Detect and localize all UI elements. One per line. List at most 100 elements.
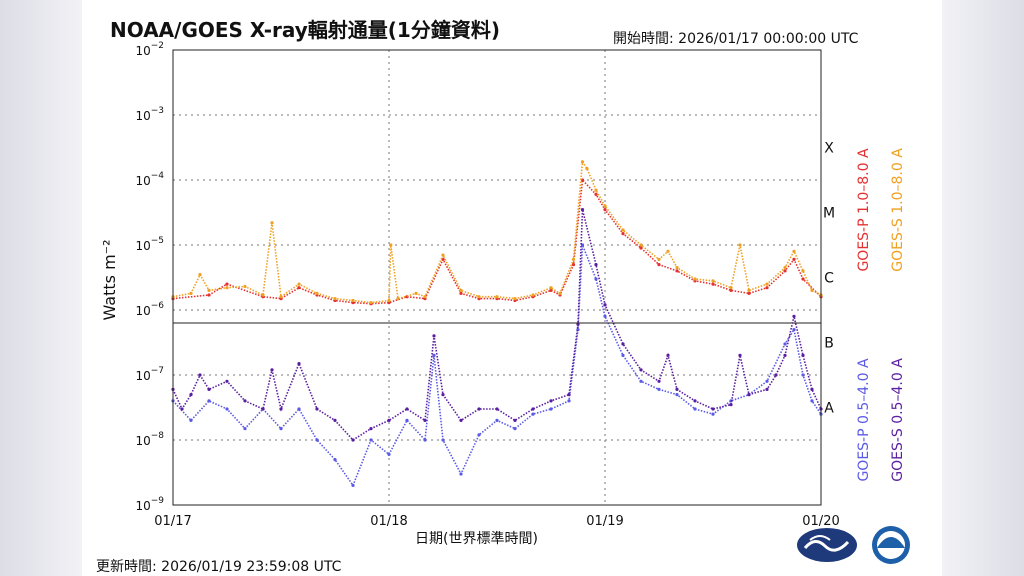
- data-point: [531, 407, 535, 411]
- data-point: [531, 412, 535, 416]
- data-point: [571, 257, 576, 261]
- data-point: [693, 399, 697, 403]
- data-point: [657, 263, 661, 267]
- data-point: [459, 472, 463, 476]
- data-point: [297, 362, 301, 366]
- updated-time-value: 2026/01/19 23:59:08 UTC: [161, 559, 342, 575]
- data-point: [549, 407, 553, 411]
- data-point: [459, 418, 463, 422]
- data-point: [297, 407, 301, 411]
- data-point: [369, 427, 373, 431]
- data-point: [459, 291, 463, 295]
- y-tick-label: 10−7: [135, 366, 164, 383]
- data-point: [207, 288, 211, 292]
- data-point: [783, 269, 787, 273]
- data-point: [594, 188, 598, 192]
- data-point: [657, 257, 661, 261]
- data-point: [333, 297, 337, 301]
- data-point: [810, 399, 814, 403]
- data-point: [369, 438, 373, 442]
- data-point: [243, 284, 247, 289]
- data-point: [783, 342, 787, 346]
- data-point: [639, 379, 643, 383]
- y-tick-label: 10−8: [135, 431, 164, 448]
- data-point: [603, 208, 607, 212]
- data-point: [333, 418, 337, 422]
- cwa-logo: [797, 528, 857, 562]
- data-point: [765, 387, 769, 391]
- data-point: [571, 263, 576, 267]
- data-point: [729, 288, 733, 292]
- data-point: [693, 407, 697, 411]
- data-point: [387, 452, 391, 456]
- data-point: [603, 314, 607, 318]
- flare-class-label: C: [824, 271, 834, 287]
- data-point: [549, 399, 553, 403]
- x-tick-label: 01/17: [154, 514, 191, 529]
- data-point: [189, 393, 193, 397]
- legend-entry: GOES-S 0.5–4.0 A: [890, 358, 906, 482]
- data-point: [765, 282, 769, 286]
- data-point: [198, 273, 202, 277]
- data-point: [261, 293, 265, 297]
- data-point: [801, 373, 805, 377]
- x-tick-label: 01/19: [586, 514, 623, 529]
- data-point: [585, 167, 589, 171]
- data-point: [315, 438, 319, 442]
- series: [171, 178, 823, 306]
- y-tick-label: 10−6: [135, 301, 164, 318]
- data-point: [711, 279, 715, 283]
- series: [171, 159, 823, 305]
- data-point: [657, 379, 661, 383]
- data-point: [558, 291, 562, 295]
- legend-entry: GOES-P 1.0–8.0 A: [856, 148, 872, 272]
- data-point: [792, 249, 796, 253]
- data-point: [279, 295, 283, 299]
- data-point: [225, 407, 229, 411]
- data-point: [675, 393, 679, 397]
- data-point: [513, 427, 517, 431]
- data-point: [225, 286, 229, 290]
- data-point: [783, 353, 787, 357]
- chart-title: NOAA/GOES X-ray輻射通量(1分鐘資料): [110, 18, 500, 42]
- data-point: [621, 232, 625, 236]
- data-point: [297, 286, 301, 290]
- y-axis-ticks: 10−9 10−8 10−7 10−6 10−5 10−4 10−3 10−2: [135, 41, 164, 513]
- data-point: [189, 291, 193, 295]
- data-point: [567, 393, 571, 397]
- data-point: [774, 373, 778, 377]
- noaa-logo: [872, 526, 910, 564]
- data-point: [423, 295, 427, 299]
- data-point: [792, 257, 796, 261]
- y-tick-label: 10−3: [135, 106, 164, 123]
- updated-time: 更新時間: 2026/01/19 23:59:08 UTC: [96, 556, 341, 576]
- data-point: [639, 246, 643, 250]
- data-point: [747, 393, 751, 397]
- data-point: [441, 253, 445, 257]
- data-point: [369, 301, 373, 305]
- data-point: [729, 403, 733, 407]
- data-point: [639, 243, 643, 247]
- data-point: [261, 407, 265, 411]
- series-line: [172, 159, 822, 304]
- data-point: [567, 399, 571, 403]
- y-tick-label: 10−2: [135, 41, 164, 58]
- flare-class-label: B: [824, 336, 834, 352]
- data-point: [351, 483, 355, 487]
- data-point: [621, 342, 625, 346]
- series-line: [172, 178, 822, 305]
- legend-entry: GOES-P 0.5–4.0 A: [856, 358, 872, 482]
- background-right: [942, 0, 1024, 576]
- data-point: [675, 269, 679, 273]
- data-point: [351, 438, 355, 442]
- y-tick-label: 10−4: [135, 171, 164, 188]
- data-point: [189, 418, 193, 422]
- data-point: [801, 277, 805, 281]
- data-point: [576, 322, 580, 326]
- data-point: [711, 407, 715, 411]
- y-axis-label: Watts m⁻²: [100, 239, 119, 320]
- data-point: [531, 293, 535, 297]
- data-point: [225, 379, 229, 383]
- data-point: [549, 286, 553, 290]
- data-point: [810, 288, 814, 292]
